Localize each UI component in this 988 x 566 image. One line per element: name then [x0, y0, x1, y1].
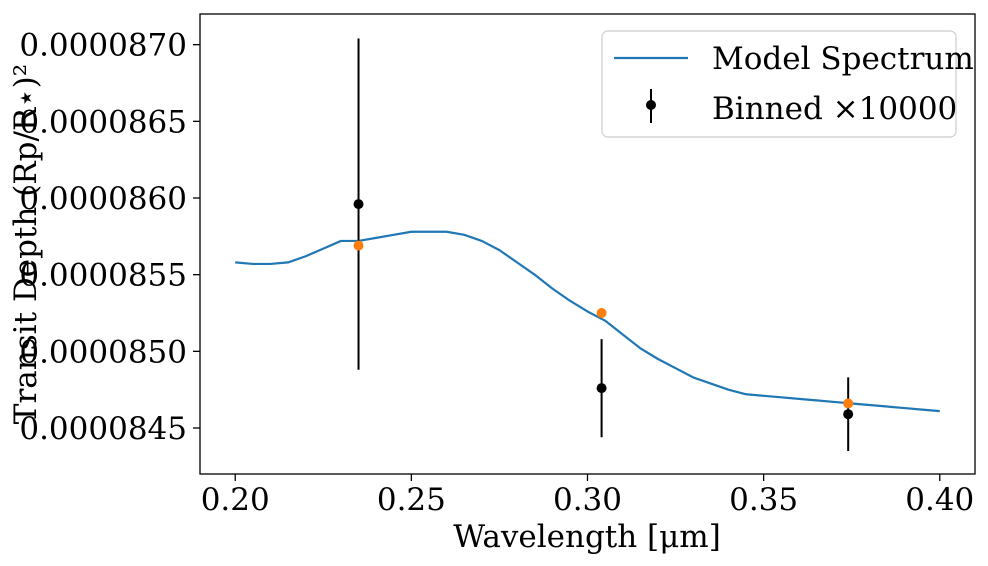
x-tick-label: 0.30 — [553, 482, 622, 518]
legend-model-label: Model Spectrum — [712, 41, 974, 77]
y-tick-label: 0.0000870 — [19, 28, 187, 64]
legend-box — [601, 30, 957, 138]
x-tick-label: 0.35 — [729, 482, 798, 518]
legend-binned-label: Binned ×10000 — [712, 91, 957, 127]
y-axis-label: Transit Depth (Rp/R⋆)² — [8, 64, 44, 424]
x-axis-label: Wavelength [μm] — [453, 519, 721, 555]
x-tick-label: 0.25 — [377, 482, 446, 518]
x-tick-label: 0.40 — [905, 482, 974, 518]
y-tick-label: 0.0000860 — [19, 181, 187, 217]
x-tick-label: 0.20 — [201, 482, 270, 518]
binned-data-point — [843, 409, 854, 420]
binned-data-point — [596, 383, 607, 394]
y-tick-label: 0.0000845 — [19, 411, 187, 447]
y-tick-label: 0.0000855 — [19, 258, 187, 294]
y-axis-ticks: 0.0000845 0.0000850 0.0000855 0.0000860 0.00… — [19, 28, 200, 447]
model-binned-point — [843, 398, 854, 409]
x-axis-ticks: 0.20 0.25 0.30 0.35 0.40 — [201, 474, 974, 518]
legend: Model Spectrum Binned ×10000 — [601, 30, 974, 138]
model-binned-point — [353, 240, 364, 251]
binned-data-point — [353, 199, 364, 210]
plot-area-frame — [199, 13, 976, 475]
y-tick-label: 0.0000850 — [19, 334, 187, 370]
legend-binned-marker — [646, 100, 656, 110]
plot-content — [235, 38, 940, 451]
model-binned-point — [596, 308, 607, 318]
y-tick-label: 0.0000865 — [19, 104, 187, 140]
model-spectrum-line — [235, 230, 940, 413]
